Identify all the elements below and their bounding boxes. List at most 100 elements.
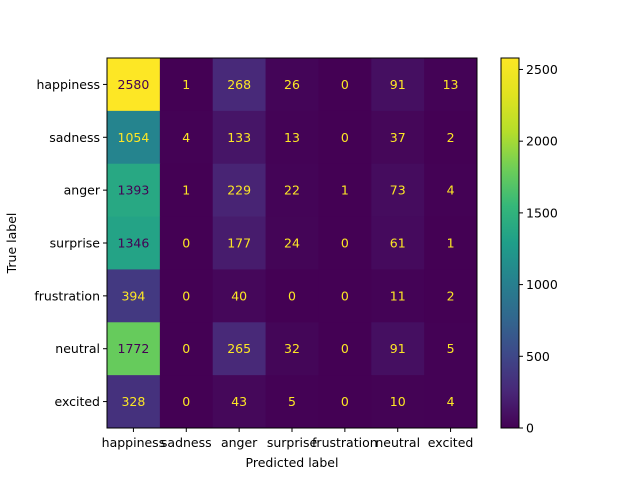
cell-3-6 [424, 216, 478, 270]
cell-2-0 [107, 163, 161, 218]
cell-label-0-2: 268 [227, 77, 251, 92]
cell-label-2-4: 1 [341, 183, 349, 198]
cell-6-3 [265, 375, 319, 429]
y-tick-label-neutral: neutral [55, 341, 100, 356]
cell-2-3 [265, 163, 319, 218]
cell-5-5 [371, 322, 425, 376]
cell-6-1 [159, 375, 214, 429]
cell-label-4-3: 0 [288, 288, 296, 303]
cell-3-4 [318, 216, 372, 270]
cell-label-4-0: 394 [121, 288, 145, 303]
cell-label-0-4: 0 [341, 77, 349, 92]
cell-label-6-2: 43 [231, 394, 247, 409]
y-tick-label-frustration: frustration [34, 288, 100, 303]
cell-label-6-5: 10 [390, 394, 406, 409]
cell-6-5 [371, 375, 425, 429]
cell-0-3 [265, 58, 319, 112]
cell-5-3 [265, 322, 319, 376]
cell-1-2 [212, 110, 267, 165]
x-tick-label-frustration: frustration [312, 435, 378, 450]
cell-4-2 [212, 269, 267, 323]
cell-label-3-6: 1 [447, 236, 455, 251]
cell-label-3-3: 24 [284, 236, 300, 251]
cell-1-0 [107, 110, 161, 165]
y-tick-label-anger: anger [64, 183, 101, 198]
cell-4-1 [159, 269, 214, 323]
x-tick-label-excited: excited [428, 435, 474, 450]
colorbar-tick-label-2: 1000 [526, 277, 558, 292]
cell-2-5 [371, 163, 425, 218]
cell-4-3 [265, 269, 319, 323]
cell-3-3 [265, 216, 319, 270]
x-tick-label-sadness: sadness [161, 435, 212, 450]
cell-3-1 [159, 216, 214, 270]
cell-label-2-1: 1 [182, 183, 190, 198]
heatmap-cells [107, 58, 478, 429]
cell-5-4 [318, 322, 372, 376]
cell-label-4-1: 0 [182, 288, 190, 303]
cell-0-1 [159, 58, 214, 112]
y-tick-label-excited: excited [54, 394, 100, 409]
cell-label-1-0: 1054 [118, 130, 150, 145]
cell-label-5-0: 1772 [118, 341, 150, 356]
cell-1-1 [159, 110, 214, 165]
colorbar-tick-label-1: 500 [526, 349, 550, 364]
cell-label-2-5: 73 [390, 183, 406, 198]
cell-label-5-1: 0 [182, 341, 190, 356]
cell-6-0 [107, 375, 161, 429]
cell-4-5 [371, 269, 425, 323]
cell-label-3-4: 0 [341, 236, 349, 251]
cell-label-3-2: 177 [227, 236, 251, 251]
cell-label-4-2: 40 [231, 288, 247, 303]
cell-label-5-3: 32 [284, 341, 300, 356]
cell-label-0-3: 26 [284, 77, 300, 92]
cell-label-0-6: 13 [443, 77, 459, 92]
cell-label-6-0: 328 [121, 394, 145, 409]
cell-3-0 [107, 216, 161, 270]
cell-3-5 [371, 216, 425, 270]
cell-label-2-2: 229 [227, 183, 251, 198]
y-tick-label-sadness: sadness [49, 130, 100, 145]
cell-6-6 [424, 375, 478, 429]
colorbar-ticks: 0 500 1000 1500 2000 2500 [519, 62, 558, 436]
cell-1-5 [371, 110, 425, 165]
cell-0-6 [424, 58, 478, 112]
y-axis-ticks: happiness sadness anger surprise frustration… [34, 77, 107, 409]
cell-5-2 [212, 322, 267, 376]
x-axis-title: Predicted label [246, 455, 339, 470]
cell-0-0 [107, 58, 161, 112]
cell-label-0-1: 1 [182, 77, 190, 92]
cell-5-0 [107, 322, 161, 376]
cell-label-4-5: 11 [390, 288, 406, 303]
cell-4-4 [318, 269, 372, 323]
cell-5-1 [159, 322, 214, 376]
y-axis-title: True label [4, 213, 19, 275]
cell-label-5-6: 5 [447, 341, 455, 356]
cell-0-2 [212, 58, 267, 112]
cell-label-5-5: 91 [390, 341, 406, 356]
cell-0-5 [371, 58, 425, 112]
cell-label-1-5: 37 [390, 130, 406, 145]
colorbar-tick-label-5: 2500 [526, 62, 558, 77]
colorbar-tick-label-4: 2000 [526, 134, 558, 149]
cell-label-6-1: 0 [182, 394, 190, 409]
cell-1-4 [318, 110, 372, 165]
cell-2-6 [424, 163, 478, 218]
cell-label-2-6: 4 [447, 183, 455, 198]
cell-6-2 [212, 375, 267, 429]
cell-label-1-4: 0 [341, 130, 349, 145]
cell-label-0-0: 2580 [118, 77, 150, 92]
x-tick-label-neutral: neutral [375, 435, 420, 450]
cell-label-1-3: 13 [284, 130, 300, 145]
x-tick-label-surprise: surprise [267, 435, 318, 450]
cell-label-5-4: 0 [341, 341, 349, 356]
cell-label-2-0: 1393 [118, 183, 150, 198]
cell-1-6 [424, 110, 478, 165]
cell-label-1-6: 2 [447, 130, 455, 145]
cell-1-3 [265, 110, 319, 165]
cell-6-4 [318, 375, 372, 429]
x-tick-label-happiness: happiness [102, 435, 166, 450]
cell-0-4 [318, 58, 372, 112]
cell-label-6-4: 0 [341, 394, 349, 409]
